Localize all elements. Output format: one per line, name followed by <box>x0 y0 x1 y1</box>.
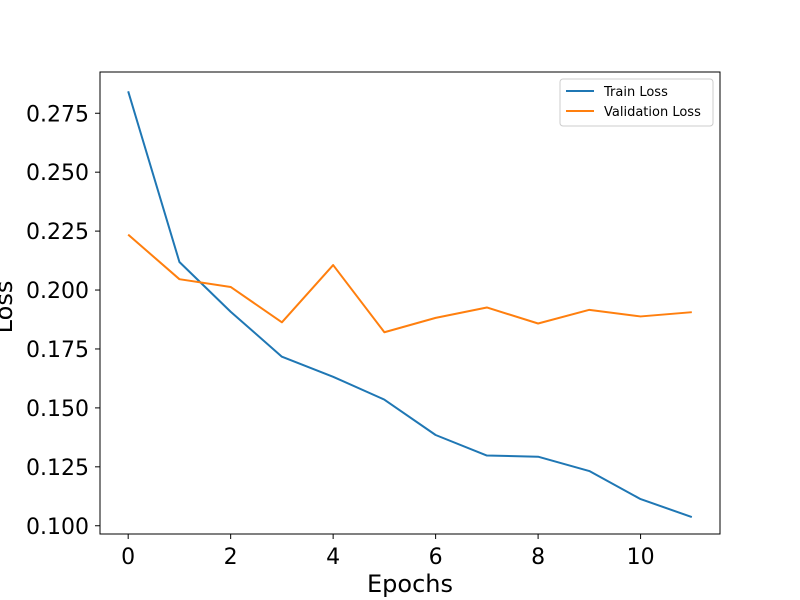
y-tick-label: 0.225 <box>26 220 89 245</box>
legend-box <box>559 78 714 127</box>
x-tick-label: 10 <box>627 545 655 570</box>
y-tick-label: 0.175 <box>26 338 89 363</box>
y-tick-label: 0.150 <box>26 397 89 422</box>
y-tick-label: 0.200 <box>26 279 89 304</box>
x-tick-label: 6 <box>429 545 443 570</box>
y-axis-ticks: 0.100 0.125 0.150 0.175 0.200 0.225 0.250 0.275 <box>26 102 100 540</box>
y-tick-label: 0.125 <box>26 456 89 481</box>
x-tick-label: 4 <box>326 545 340 570</box>
series-line-validation-loss <box>127 233 692 334</box>
legend: Train Loss Validation Loss <box>559 78 714 127</box>
x-axis-title: Epochs <box>367 570 453 598</box>
plot-frame <box>99 71 721 535</box>
legend-label: Validation Loss <box>604 105 701 120</box>
x-tick-label: 2 <box>224 545 238 570</box>
y-tick-label: 0.275 <box>26 102 89 127</box>
x-tick-label: 8 <box>531 545 545 570</box>
y-tick-label: 0.100 <box>26 515 89 540</box>
legend-label: Train Loss <box>603 85 668 100</box>
x-axis-ticks: 0 2 4 6 8 10 <box>121 534 655 570</box>
y-tick-label: 0.250 <box>26 161 89 186</box>
plot-data-layer <box>127 91 693 518</box>
y-axis-title: Loss <box>0 281 18 334</box>
x-tick-label: 0 <box>121 545 135 570</box>
series-line-train-loss <box>127 91 693 518</box>
